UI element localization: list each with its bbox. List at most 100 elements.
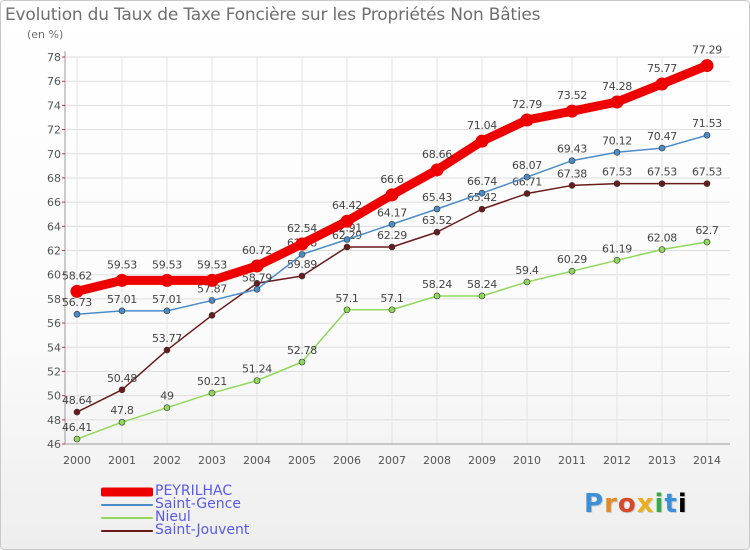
- data-label-nieul: 61.19: [602, 242, 632, 255]
- data-point-saint-gence: [613, 148, 621, 156]
- data-label-saint-gence: 65.43: [422, 191, 452, 204]
- data-label-saint-jouvent: 59.89: [287, 258, 317, 271]
- data-label-peyrilhac: 72.79: [512, 98, 542, 111]
- data-point-saint-jouvent: [73, 408, 81, 416]
- legend-item-saint-jouvent: Saint-Jouvent: [101, 522, 341, 538]
- data-point-peyrilhac: [160, 273, 174, 287]
- data-point-saint-gence: [208, 297, 216, 304]
- data-label-saint-jouvent: 67.53: [692, 166, 722, 179]
- data-label-saint-gence: 66.74: [467, 175, 497, 188]
- data-label-nieul: 57.1: [380, 292, 403, 305]
- data-point-nieul: [658, 246, 666, 253]
- y-tick-label: 74: [47, 99, 61, 112]
- data-label-nieul: 59.4: [515, 264, 539, 277]
- y-tick-label: 50: [47, 390, 61, 403]
- data-point-saint-jouvent: [163, 346, 171, 354]
- data-point-saint-gence: [298, 251, 306, 258]
- data-point-saint-jouvent: [523, 190, 531, 197]
- data-label-saint-jouvent: 67.53: [602, 166, 632, 179]
- y-tick-label: 46: [47, 438, 61, 451]
- y-tick-label: 54: [47, 341, 61, 354]
- data-label-saint-gence: 68.07: [512, 159, 542, 172]
- data-point-peyrilhac: [520, 113, 534, 127]
- x-tick-label: 2004: [243, 454, 271, 467]
- data-point-saint-gence: [523, 173, 531, 181]
- data-point-nieul: [253, 377, 261, 384]
- data-point-saint-jouvent: [568, 182, 576, 189]
- data-label-peyrilhac: 59.53: [197, 258, 227, 271]
- data-point-peyrilhac: [430, 163, 444, 177]
- data-label-peyrilhac: 73.52: [557, 89, 587, 102]
- data-point-saint-gence: [343, 236, 351, 243]
- data-point-nieul: [568, 267, 576, 275]
- data-label-saint-gence: 70.12: [602, 134, 632, 147]
- data-label-nieul: 57.1: [335, 292, 358, 305]
- data-label-nieul: 62.08: [647, 232, 677, 245]
- data-label-saint-gence: 56.73: [62, 296, 92, 309]
- data-label-saint-gence: 58.79: [242, 271, 272, 284]
- x-tick-label: 2001: [108, 454, 136, 467]
- data-label-saint-gence: 64.17: [377, 206, 407, 219]
- data-label-saint-gence: 70.47: [647, 130, 677, 143]
- data-label-nieul: 50.21: [197, 375, 227, 388]
- data-label-nieul: 52.78: [287, 344, 317, 357]
- x-tick-label: 2007: [378, 454, 406, 467]
- data-point-peyrilhac: [295, 237, 309, 251]
- data-point-nieul: [433, 292, 441, 300]
- data-point-saint-jouvent: [298, 272, 306, 280]
- x-tick-label: 2005: [288, 454, 316, 467]
- x-tick-label: 2002: [153, 454, 181, 467]
- data-point-peyrilhac: [115, 273, 129, 287]
- x-tick-label: 2011: [558, 454, 586, 467]
- data-label-peyrilhac: 71.04: [467, 119, 497, 132]
- data-point-saint-jouvent: [613, 180, 621, 187]
- y-tick-label: 72: [47, 124, 61, 137]
- data-label-saint-jouvent: 67.38: [557, 167, 587, 180]
- data-point-saint-gence: [703, 131, 711, 139]
- data-label-saint-jouvent: 65.42: [467, 191, 497, 204]
- x-tick-label: 2006: [333, 454, 361, 467]
- data-label-saint-jouvent: 62.29: [377, 229, 407, 242]
- data-point-nieul: [298, 358, 306, 366]
- data-point-peyrilhac: [70, 284, 84, 298]
- data-label-peyrilhac: 59.53: [107, 258, 137, 271]
- data-point-peyrilhac: [250, 259, 264, 273]
- data-point-saint-gence: [568, 157, 576, 164]
- data-point-nieul: [478, 292, 486, 300]
- data-point-nieul: [73, 435, 81, 443]
- data-point-saint-gence: [478, 189, 486, 197]
- data-label-saint-jouvent: 63.52: [422, 214, 452, 227]
- legend-label: Nieul: [155, 509, 191, 525]
- data-point-nieul: [163, 404, 171, 412]
- x-tick-label: 2009: [468, 454, 496, 467]
- data-point-saint-jouvent: [343, 243, 351, 251]
- data-label-nieul: 46.41: [62, 421, 92, 434]
- data-label-saint-gence: 57.87: [197, 282, 227, 295]
- data-point-saint-jouvent: [703, 180, 711, 187]
- data-label-peyrilhac: 66.6: [380, 173, 404, 186]
- data-label-nieul: 58.24: [467, 278, 497, 291]
- data-point-peyrilhac: [340, 214, 354, 228]
- data-label-saint-jouvent: 62.29: [332, 229, 362, 242]
- data-label-peyrilhac: 75.77: [647, 62, 677, 75]
- x-tick-label: 2008: [423, 454, 451, 467]
- legend-item-peyrilhac: PEYRILHAC: [101, 483, 341, 499]
- data-label-saint-jouvent: 48.64: [62, 394, 92, 407]
- data-label-nieul: 62.7: [695, 224, 719, 237]
- data-point-peyrilhac: [385, 188, 399, 202]
- chart-title: Evolution du Taux de Taxe Foncière sur l…: [5, 5, 541, 25]
- data-point-saint-gence: [118, 307, 126, 315]
- data-label-peyrilhac: 77.29: [692, 44, 722, 57]
- data-point-saint-gence: [163, 307, 171, 315]
- data-point-peyrilhac: [700, 59, 714, 73]
- x-tick-label: 2012: [603, 454, 631, 467]
- data-label-saint-gence: 69.43: [557, 143, 587, 156]
- data-label-nieul: 58.24: [422, 278, 452, 291]
- legend-swatch-nieul: [101, 516, 153, 519]
- data-label-peyrilhac: 64.42: [332, 199, 362, 212]
- data-point-peyrilhac: [610, 95, 624, 109]
- data-point-saint-jouvent: [388, 243, 396, 251]
- data-point-saint-gence: [433, 205, 441, 213]
- data-point-saint-jouvent: [433, 228, 441, 236]
- data-point-peyrilhac: [205, 273, 219, 287]
